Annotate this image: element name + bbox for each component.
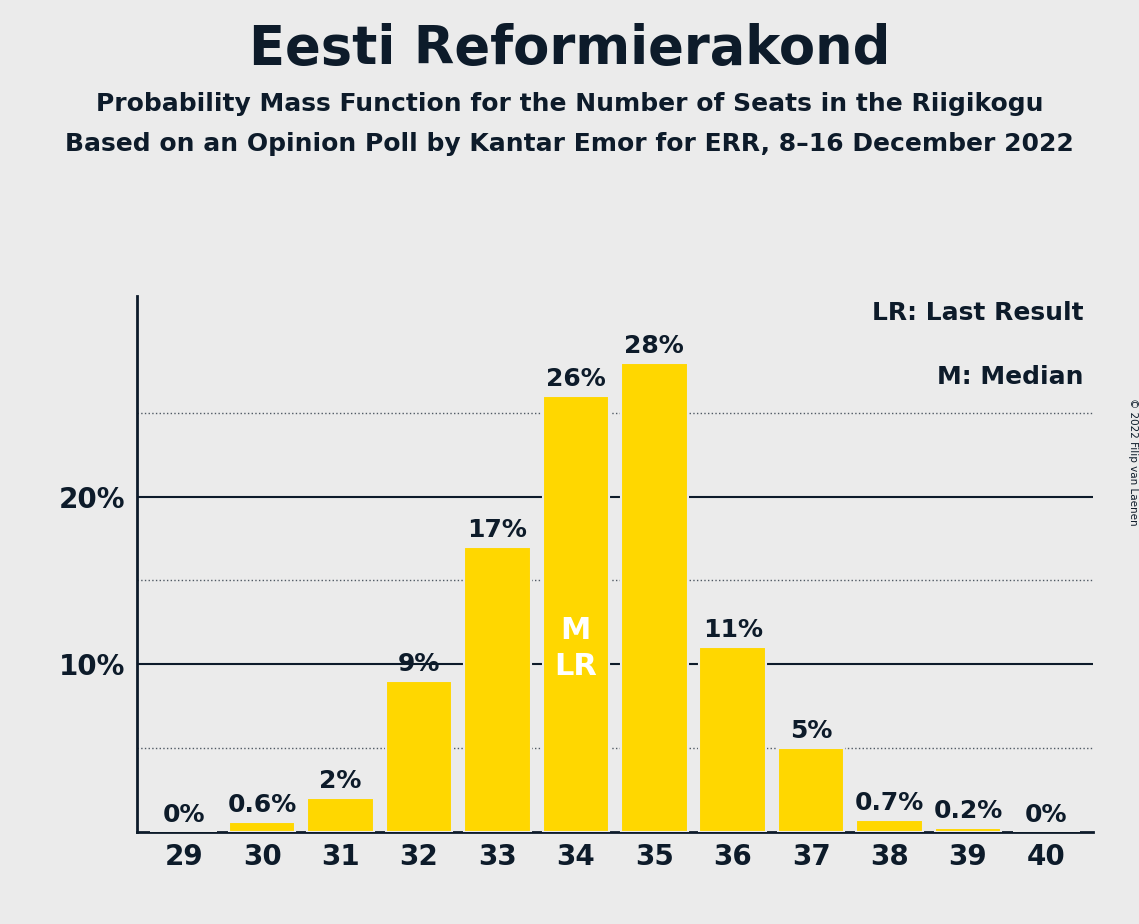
Text: 17%: 17% — [467, 517, 527, 541]
Bar — [386, 681, 452, 832]
Text: 28%: 28% — [624, 334, 685, 358]
Text: 0.7%: 0.7% — [855, 791, 924, 815]
Text: Probability Mass Function for the Number of Seats in the Riigikogu: Probability Mass Function for the Number… — [96, 92, 1043, 116]
Text: 0%: 0% — [163, 803, 205, 827]
Text: Based on an Opinion Poll by Kantar Emor for ERR, 8–16 December 2022: Based on an Opinion Poll by Kantar Emor … — [65, 132, 1074, 156]
Text: LR: Last Result: LR: Last Result — [872, 301, 1084, 325]
Bar — [308, 798, 374, 832]
Text: 0%: 0% — [1025, 803, 1067, 827]
Text: 2%: 2% — [319, 769, 362, 793]
Text: Eesti Reformierakond: Eesti Reformierakond — [248, 23, 891, 75]
Text: 11%: 11% — [703, 618, 763, 642]
Text: 5%: 5% — [790, 719, 833, 743]
Text: 0.6%: 0.6% — [228, 793, 297, 817]
Text: 0.2%: 0.2% — [933, 799, 1002, 823]
Bar — [935, 828, 1001, 832]
Bar — [621, 363, 688, 832]
Text: 26%: 26% — [546, 367, 606, 391]
Text: © 2022 Filip van Laenen: © 2022 Filip van Laenen — [1129, 398, 1138, 526]
Bar — [699, 648, 767, 832]
Text: 9%: 9% — [398, 651, 440, 675]
Bar — [464, 547, 531, 832]
Bar — [857, 820, 923, 832]
Text: M
LR: M LR — [555, 616, 597, 681]
Bar — [778, 748, 844, 832]
Bar — [542, 396, 609, 832]
Bar — [229, 821, 295, 832]
Text: M: Median: M: Median — [937, 365, 1084, 389]
